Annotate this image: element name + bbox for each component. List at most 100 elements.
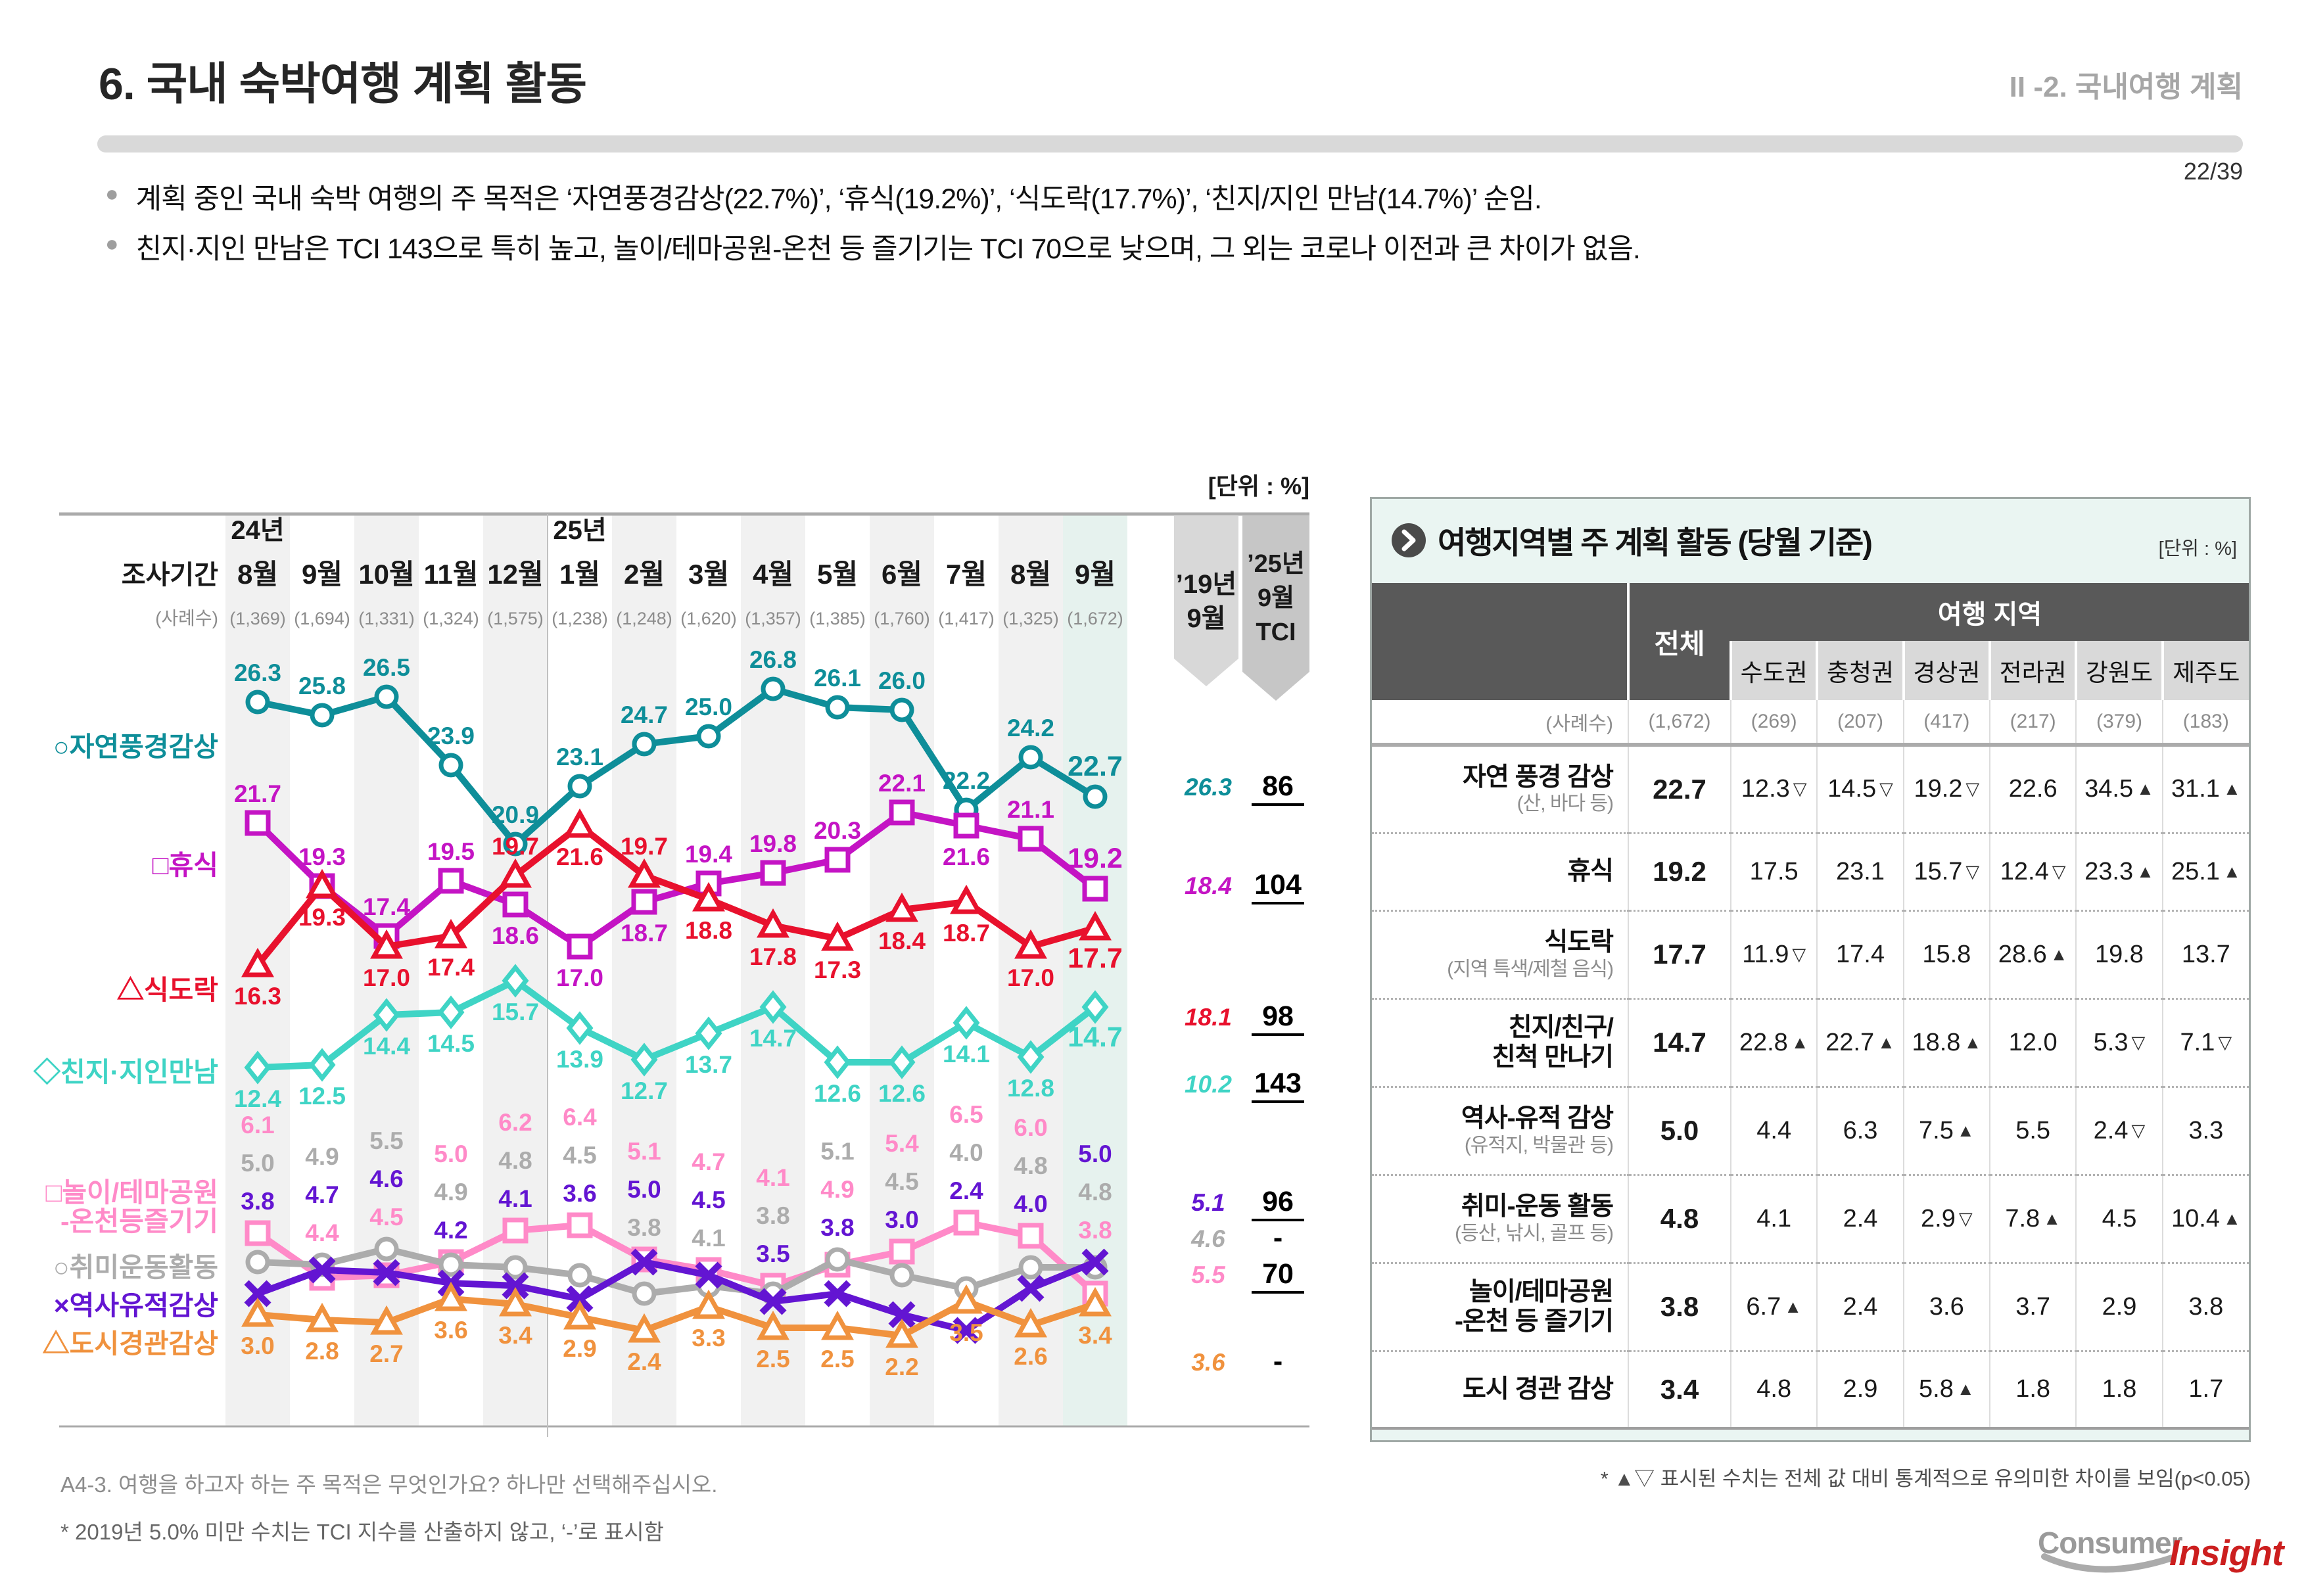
region-value: 34.5 ▲ — [2075, 745, 2163, 833]
data-label: 3.6 — [563, 1180, 596, 1207]
table-row: 취미-운동 활동 (등산, 낚시, 골프 등) 4.8 4.1 2.4 2.9 ▽ 7.8… — [1372, 1173, 2249, 1263]
data-point — [306, 1302, 339, 1332]
data-label: 20.9 — [492, 801, 539, 828]
sample-count: (1,672) — [1628, 700, 1731, 747]
region-value: 17.4 — [1816, 909, 1904, 998]
tci-banner — [1242, 515, 1309, 701]
region-value: 3.8 — [2161, 1261, 2249, 1351]
data-point — [632, 1281, 657, 1306]
data-point — [759, 990, 787, 1024]
data-label: 3.8 — [1078, 1217, 1112, 1244]
sample-count: (183) — [2161, 700, 2249, 747]
chart-sample-count: (1,238) — [552, 609, 608, 628]
logo-consumer: Consumer — [2038, 1526, 2182, 1560]
data-label: 14.4 — [363, 1033, 410, 1060]
data-label: 4.6 — [369, 1165, 403, 1192]
region-value: 2.4 — [1816, 1173, 1904, 1263]
bullet-text: 계획 중인 국내 숙박 여행의 주 목적은 ‘자연풍경감상(22.7%)’, ‘… — [135, 183, 1542, 215]
data-label: 4.0 — [1014, 1190, 1047, 1217]
data-point — [1014, 929, 1047, 959]
down-triangle-icon: ▽ — [1965, 779, 1980, 799]
region-value: 25.1 ▲ — [2161, 832, 2249, 910]
chart-sample-count: (1,331) — [358, 609, 415, 628]
corner-cell — [1372, 583, 1630, 700]
data-label: 4.1 — [692, 1225, 725, 1252]
up-triangle-icon: ▲ — [1784, 1296, 1802, 1317]
chart-month-label: 7월 — [946, 559, 987, 590]
data-point — [374, 1236, 399, 1261]
data-label: 21.6 — [943, 843, 990, 870]
data-point — [241, 1297, 274, 1327]
page-number: 22/39 — [2183, 158, 2243, 185]
data-label: 4.1 — [756, 1164, 789, 1191]
data-label: 18.7 — [621, 920, 668, 947]
chart-month-label: 5월 — [817, 559, 858, 590]
data-point — [630, 1043, 658, 1077]
region-value: 3.7 — [1988, 1261, 2077, 1351]
data-point — [499, 1286, 532, 1317]
series-label: △도시경관감상 — [43, 1328, 218, 1359]
data-label: 2.4 — [949, 1177, 983, 1204]
data-point — [502, 891, 529, 918]
tci-value: - — [1273, 1346, 1282, 1377]
data-point — [825, 1247, 850, 1272]
up-triangle-icon: ▲ — [2223, 861, 2241, 881]
data-point — [821, 1310, 854, 1340]
chart-sample-count: (1,324) — [423, 609, 479, 628]
series-label: -온천등즐기기 — [60, 1206, 218, 1236]
data-point — [696, 724, 721, 749]
bullet-dot-icon: ● — [105, 231, 119, 256]
region-value: 3.6 — [1902, 1261, 1990, 1351]
data-label: 22.2 — [943, 767, 990, 794]
data-point — [953, 1006, 980, 1040]
data-label: 17.0 — [556, 964, 603, 991]
data-point — [502, 964, 529, 998]
table-row: 놀이/테마공원 -온천 등 즐기기 3.8 6.7 ▲ 2.4 3.6 3.7 2.9 3.8 — [1372, 1261, 2249, 1351]
region-panel-header: 여행지역별 주 계획 활동 (당월 기준) — [1392, 517, 1873, 563]
region-group-header: 여행 지역 — [1731, 583, 2249, 641]
chart-sample-count: (1,248) — [616, 609, 672, 628]
data-point — [821, 921, 854, 951]
region-value: 1.7 — [2161, 1350, 2249, 1428]
data-point — [695, 1261, 722, 1289]
chart-sample-count: (1,357) — [745, 609, 801, 628]
data-point — [628, 858, 661, 888]
data-point — [885, 1318, 918, 1348]
up-triangle-icon: ▲ — [2223, 1208, 2241, 1229]
data-label: 4.7 — [305, 1181, 339, 1208]
data-point — [628, 1313, 661, 1343]
data-label: 19.4 — [685, 841, 732, 868]
data-label: 12.5 — [298, 1083, 346, 1110]
chart-month-label: 8월 — [1010, 559, 1051, 590]
down-triangle-icon: ▽ — [2052, 861, 2066, 881]
up-triangle-icon: ▲ — [1956, 1379, 1975, 1399]
region-value: 12.4 ▽ — [1988, 832, 2077, 910]
chart-sample-count: (1,694) — [294, 609, 350, 628]
chart-year-label: 25년 — [553, 516, 606, 545]
table-row: 역사-유적 감상 (유적지, 박물관 등) 5.0 4.4 6.3 7.5 ▲ 5.5 2.… — [1372, 1085, 2249, 1175]
data-point — [757, 1310, 789, 1340]
chart-year-label: 24년 — [231, 516, 284, 545]
data-point — [760, 860, 786, 886]
data-label: 19.2 — [1068, 843, 1123, 874]
data-point — [759, 1288, 787, 1315]
data-label: 5.0 — [434, 1140, 467, 1167]
data-point — [373, 1259, 400, 1286]
region-table-body: 자연 풍경 감상 (산, 바다 등) 22.7 12.3 ▽ 14.5 ▽ 19.2 ▽ 22… — [1372, 745, 2249, 1428]
series-line — [256, 1259, 1096, 1334]
ref-banner-text: ’19년 — [1176, 570, 1236, 599]
data-label: 4.0 — [949, 1139, 983, 1166]
row-label: 도시 경관 감상 — [1372, 1350, 1628, 1428]
down-triangle-icon: ▽ — [2218, 1032, 2232, 1052]
bullet-2: ● 친지·지인 만남은 TCI 143으로 특히 높고, 놀이/테마공원-온천 … — [105, 226, 2235, 267]
section-label: II -2. 국내여행 계획 — [2009, 71, 2243, 103]
region-value: 3.3 — [2161, 1085, 2249, 1175]
region-value: 6.7 ▲ — [1730, 1261, 1818, 1351]
region-value: 6.3 — [1816, 1085, 1904, 1175]
data-label: 4.4 — [305, 1219, 339, 1246]
data-label: 3.0 — [885, 1206, 918, 1233]
data-point — [889, 799, 915, 826]
data-point — [245, 1220, 271, 1246]
data-label: 25.8 — [298, 672, 346, 699]
